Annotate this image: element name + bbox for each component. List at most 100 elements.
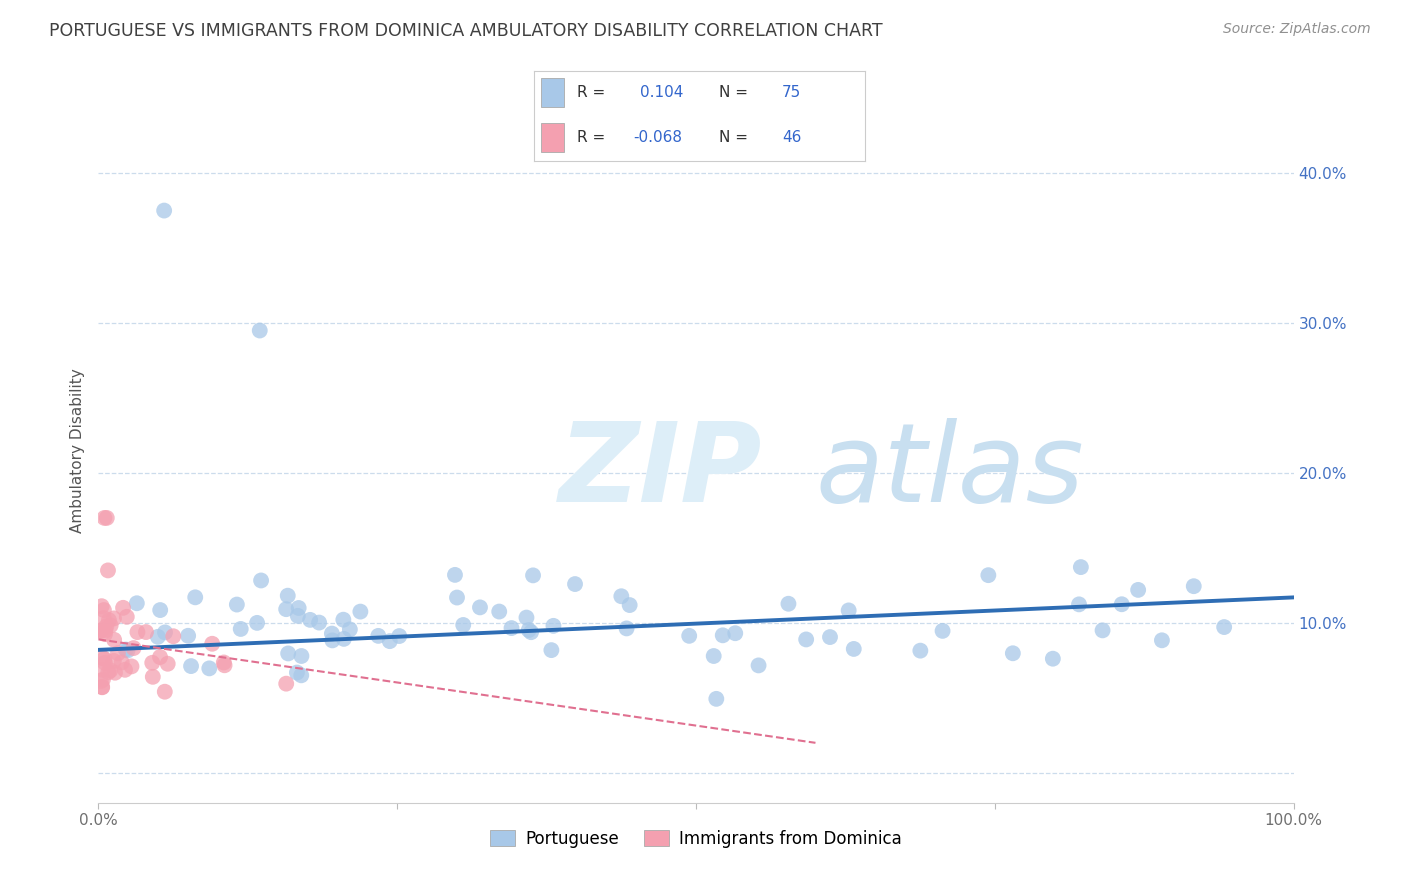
Point [388,629,411,643]
Point [540,643,562,657]
Point [276,676,298,690]
Point [501,621,523,635]
Point [91,663,114,677]
Text: 0.104: 0.104 [640,86,683,100]
Point [90,673,112,688]
Text: PORTUGUESE VS IMMIGRANTS FROM DOMINICA AMBULATORY DISABILITY CORRELATION CHART: PORTUGUESE VS IMMIGRANTS FROM DOMINICA A… [49,22,883,40]
Point [748,658,770,673]
Point [125,596,148,610]
Point [115,610,138,624]
Point [214,658,236,673]
Point [333,632,356,646]
Point [277,589,299,603]
Point [250,574,273,588]
Point [93,652,115,666]
Point [156,657,179,671]
Point [444,567,467,582]
Point [96,511,118,525]
Point [1067,598,1090,612]
Point [94,627,117,641]
Point [1001,646,1024,660]
Point [153,625,176,640]
Point [910,643,932,657]
Point [287,608,309,623]
Point [107,646,129,660]
Point [308,615,330,630]
Point [543,619,565,633]
Point [141,656,163,670]
Point [97,613,120,627]
Point [520,625,543,640]
Point [91,650,114,665]
Point [564,577,586,591]
Point [103,654,125,668]
Point [977,568,1000,582]
Point [149,603,172,617]
Text: -0.068: -0.068 [633,130,682,145]
Point [367,629,389,643]
Point [517,623,540,637]
Text: 75: 75 [782,86,801,100]
Point [249,324,271,338]
Text: N =: N = [720,86,748,100]
FancyBboxPatch shape [541,78,564,107]
Text: 46: 46 [782,130,801,145]
Point [515,610,537,624]
Point [1182,579,1205,593]
Point [299,613,322,627]
Point [1091,624,1114,638]
Point [321,633,343,648]
Point [149,650,172,665]
Point [91,680,114,694]
Point [290,668,312,682]
Point [91,673,114,687]
Point [162,629,184,643]
Point [332,613,354,627]
Point [277,647,299,661]
Point [610,589,633,603]
Point [321,626,343,640]
Point [212,656,235,670]
Point [135,625,157,640]
Point [112,600,135,615]
Point [225,598,247,612]
Point [127,625,149,640]
Point [114,663,136,677]
Point [90,599,112,614]
Point [111,656,134,670]
Point [90,624,112,638]
Point [931,624,953,638]
Point [451,618,474,632]
Text: R =: R = [578,130,606,145]
Point [522,568,544,582]
Point [616,621,638,635]
Point [1111,597,1133,611]
Point [1150,633,1173,648]
Text: N =: N = [720,130,748,145]
Point [349,605,371,619]
Point [122,641,145,656]
Point [103,632,125,647]
Point [778,597,800,611]
Point [142,670,165,684]
Point [94,624,117,638]
Text: R =: R = [578,86,606,100]
Point [100,618,122,632]
Point [198,661,221,675]
Point [711,628,734,642]
Point [96,619,118,633]
Point [184,591,207,605]
Point [794,632,817,647]
Point [488,605,510,619]
Point [146,630,169,644]
Text: Source: ZipAtlas.com: Source: ZipAtlas.com [1223,22,1371,37]
Point [229,622,252,636]
Point [842,642,865,657]
Point [117,643,139,657]
Point [1128,582,1150,597]
Point [724,626,747,640]
Point [104,665,127,680]
Point [121,659,143,673]
Point [704,691,727,706]
Point [153,203,176,218]
